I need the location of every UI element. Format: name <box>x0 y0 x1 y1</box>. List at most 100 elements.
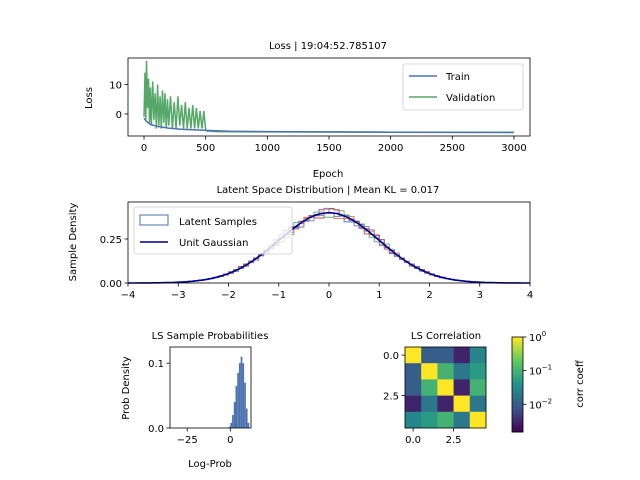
colorbar-segment <box>512 368 523 371</box>
colorbar-segment <box>512 403 523 406</box>
latent-ylabel: Sample Density <box>68 203 79 282</box>
logprob-bar <box>244 382 246 428</box>
loss-series-train <box>143 117 515 134</box>
corr-cell <box>421 395 438 413</box>
legend-train-label: Train <box>445 72 470 83</box>
colorbar-segment <box>512 413 523 415</box>
colorbar-segment <box>512 400 523 403</box>
colorbar-segment <box>512 373 523 376</box>
colorbar-label: corr coeff <box>575 359 586 408</box>
logprob-xtick-label: −25 <box>177 435 198 446</box>
colorbar-segment <box>512 386 523 389</box>
colorbar-segment <box>512 362 523 365</box>
corr-ytick-label: 0.0 <box>383 351 399 362</box>
colorbar-segment <box>512 384 523 387</box>
logprob-bar <box>237 372 239 428</box>
colorbar-segment <box>512 357 523 360</box>
colorbar-segment <box>512 337 523 339</box>
colorbar-segment <box>512 343 523 346</box>
logprob-xlabel: Log-Prob <box>188 459 232 470</box>
latent-xtick-label: 3 <box>477 290 483 301</box>
colorbar-segment <box>512 406 523 409</box>
loss-xtick-label: 2500 <box>440 143 465 154</box>
corr-cell <box>437 395 454 413</box>
colorbar-segment <box>512 392 523 395</box>
loss-ylabel: Loss <box>84 87 95 109</box>
colorbar-segment <box>512 422 523 425</box>
corr-cell <box>421 379 438 396</box>
logprob-bar <box>245 408 248 428</box>
colorbar-segment <box>512 360 523 363</box>
latent-xtick-label: −4 <box>121 290 136 301</box>
corr-xtick-label: 2.5 <box>446 435 462 446</box>
colorbar-segment <box>512 389 523 392</box>
colorbar-tick-label: 100 <box>529 330 546 344</box>
corr-cell <box>405 363 422 380</box>
logprob-bar <box>247 422 250 428</box>
corr-cell <box>453 379 471 396</box>
colorbar-segment <box>512 430 523 433</box>
corr-cell <box>469 347 487 364</box>
latent-legend: Latent Samples Unit Gaussian <box>133 206 293 255</box>
colorbar-segment <box>512 397 523 400</box>
corr-cell <box>453 363 471 380</box>
colorbar-segment <box>512 378 523 381</box>
latent-legend-box <box>133 206 293 255</box>
colorbar-segment <box>512 382 523 385</box>
logprob-title: LS Sample Probabilities <box>152 331 269 342</box>
colorbar-segment <box>512 354 523 357</box>
loss-ytick-label: 10 <box>109 80 122 91</box>
colorbar-segment <box>512 338 523 341</box>
logprob-axes-frame <box>169 346 252 429</box>
logprob-bar <box>230 422 233 428</box>
latent-xtick-label: 2 <box>426 290 432 301</box>
colorbar-segment <box>512 376 523 379</box>
colorbar-segment <box>512 375 523 377</box>
colorbar-segment <box>512 417 523 420</box>
colorbar-segment <box>512 390 523 393</box>
colorbar-segment <box>512 425 523 428</box>
loss-title: Loss | 19:04:52.785107 <box>269 41 387 52</box>
colorbar-segment <box>512 428 523 431</box>
colorbar-segment <box>512 356 523 358</box>
loss-xtick-label: 3000 <box>501 143 526 154</box>
colorbar-segment <box>512 405 523 408</box>
colorbar-segment <box>512 408 523 411</box>
logprob-bar <box>232 415 234 428</box>
logprob-ylabel: Prob Density <box>121 356 132 419</box>
corr-cell <box>453 347 471 364</box>
colorbar-segment <box>512 424 523 427</box>
latent-ytick-label: 0.25 <box>100 235 122 246</box>
colorbar-segment <box>512 379 523 382</box>
correlation-panel: LS Correlation 0.0 2.50.02.5 10010−110−2 … <box>383 330 586 446</box>
colorbar-segment <box>512 395 523 398</box>
corr-cell <box>469 395 487 413</box>
loss-series-validation <box>143 60 514 133</box>
loss-panel: Loss | 19:04:52.785107 0 500 1000 1500 2000 2… <box>84 41 531 180</box>
corr-cell <box>421 411 438 429</box>
colorbar-segment <box>512 363 523 366</box>
corr-cell <box>469 363 487 380</box>
latent-panel: Latent Space Distribution | Mean KL = 0.… <box>68 185 533 301</box>
latent-title: Latent Space Distribution | Mean KL = 0.… <box>217 185 440 196</box>
logprob-xtick-label: 0 <box>227 435 233 446</box>
colorbar-segment <box>512 351 523 354</box>
correlation-title: LS Correlation <box>411 331 481 342</box>
colorbar-segment <box>512 348 523 351</box>
unit-gaussian-curve <box>128 212 530 284</box>
corr-cell <box>437 347 454 364</box>
corr-cell <box>405 411 422 429</box>
colorbar-segment <box>512 411 523 414</box>
colorbar-segment <box>512 409 523 412</box>
corr-xtick-label: 0.0 <box>405 435 421 446</box>
colorbar-frame <box>511 336 524 433</box>
colorbar-segment <box>512 344 523 347</box>
colorbar-segment <box>512 341 523 344</box>
corr-cell <box>437 363 454 380</box>
colorbar-segment <box>512 359 523 362</box>
latent-xtick-label: 4 <box>527 290 533 301</box>
corr-cell <box>421 347 438 364</box>
colorbar-segment <box>512 346 523 349</box>
legend-validation-label: Validation <box>446 93 495 104</box>
latent-xtick-label: 0 <box>326 290 332 301</box>
